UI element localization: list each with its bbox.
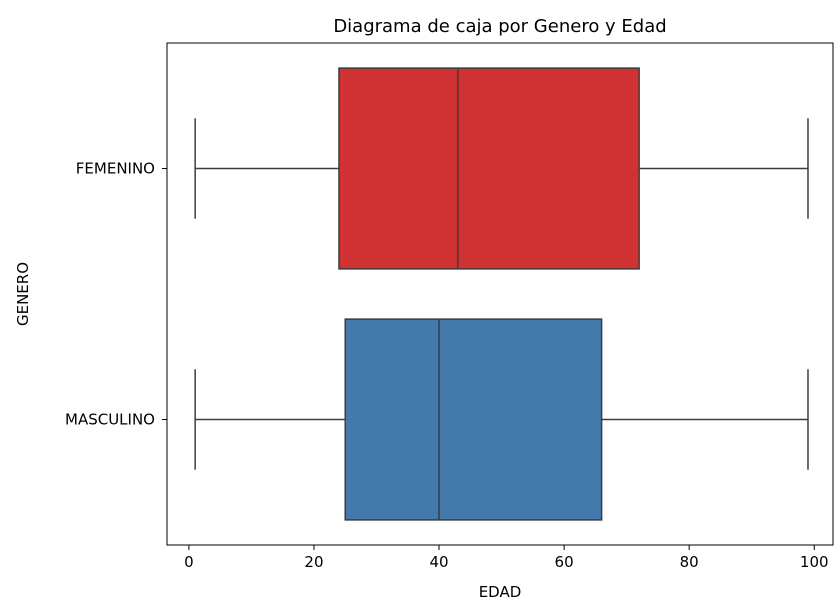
plot-area: [166, 42, 834, 546]
x-tick-label: 40: [429, 553, 448, 571]
box-femenino: [338, 67, 640, 270]
y-tick-label-femenino: FEMENINO: [76, 160, 155, 178]
x-tick-label: 60: [555, 553, 574, 571]
x-tick-label: 20: [304, 553, 323, 571]
x-tick-label: 0: [184, 553, 194, 571]
boxes-layer: [194, 67, 809, 521]
x-tick-label: 80: [680, 553, 699, 571]
x-tick-label: 100: [800, 553, 829, 571]
box-group-masculino: [194, 318, 809, 521]
box-group-femenino: [194, 67, 809, 270]
y-axis-ticks: FEMENINO MASCULINO: [65, 160, 167, 429]
x-axis-ticks: 0 20 40 60 80 100: [184, 545, 829, 571]
y-axis-label: GENERO: [14, 262, 32, 326]
x-axis-label: EDAD: [479, 583, 522, 600]
chart-title: Diagrama de caja por Genero y Edad: [333, 16, 666, 37]
y-tick-label-masculino: MASCULINO: [65, 411, 155, 429]
box-masculino: [344, 318, 603, 521]
